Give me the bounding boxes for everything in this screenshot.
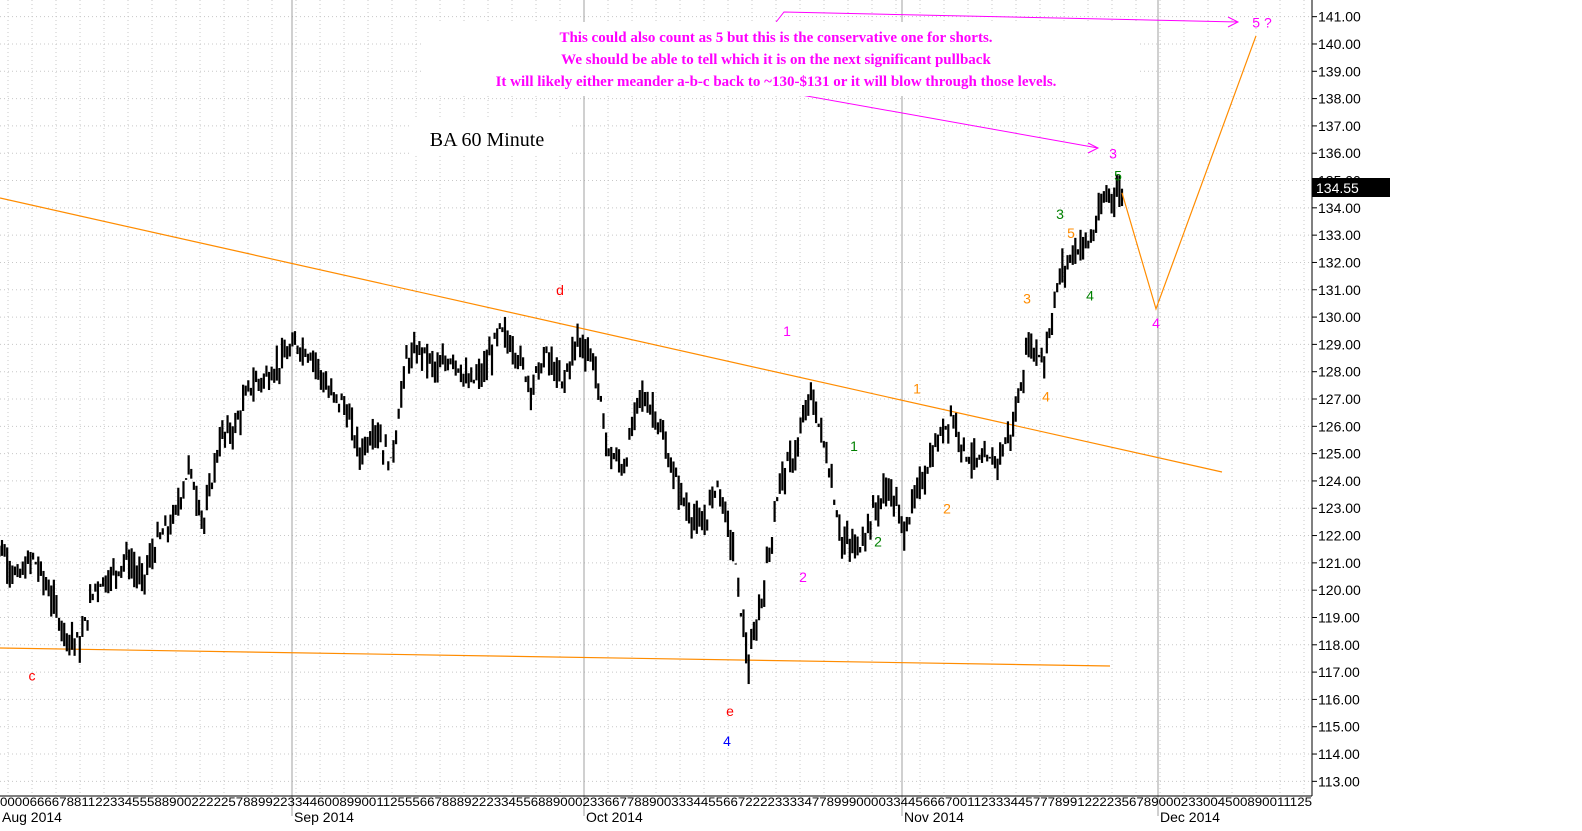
title-box <box>410 120 570 156</box>
y-tick-label: 136.00 <box>1318 145 1361 161</box>
month-label: Aug 2014 <box>2 809 62 825</box>
y-tick-label: 118.00 <box>1318 637 1360 653</box>
wave-label: 3 <box>1109 146 1117 162</box>
note-line-3: It will likely either meander a-b-c back… <box>496 74 1057 90</box>
y-tick-label: 141.00 <box>1318 9 1361 25</box>
arrow-head-wave-5 <box>1227 16 1240 28</box>
trendline-layer <box>0 197 1223 667</box>
x-axis-months: Aug 2014 Sep 2014 Oct 2014 Nov 2014 Dec 2014 <box>2 809 1220 825</box>
month-label: Dec 2014 <box>1160 809 1220 825</box>
y-tick-label: 121.00 <box>1318 555 1361 571</box>
wave-label: 4 <box>723 733 731 749</box>
wave-label: 2 <box>799 569 807 585</box>
wave-label: 1 <box>850 438 858 454</box>
y-tick-label: 120.00 <box>1318 582 1361 598</box>
y-tick-label: 128.00 <box>1318 364 1361 380</box>
projection-layer <box>1121 35 1257 311</box>
y-tick-label: 137.00 <box>1318 118 1361 134</box>
chart-title: BA 60 Minute <box>430 129 545 151</box>
lower-trendline <box>0 647 1111 667</box>
y-tick-label: 140.00 <box>1318 36 1361 52</box>
note-line-2: We should be able to tell which it is on… <box>561 52 991 68</box>
y-tick-label: 127.00 <box>1318 391 1361 407</box>
y-tick-label: 114.00 <box>1318 746 1360 762</box>
note-line-1: This could also count as 5 but this is t… <box>559 30 992 46</box>
y-tick-label: 131.00 <box>1318 282 1361 298</box>
y-tick-label: 122.00 <box>1318 528 1361 544</box>
x-axis-day-ticks: 0000666678811223345558890022222578899223… <box>0 795 1312 809</box>
y-tick-label: 123.00 <box>1318 500 1361 516</box>
month-label: Nov 2014 <box>904 809 964 825</box>
wave-label: 2 <box>874 533 882 549</box>
note-box <box>422 22 1140 96</box>
y-axis: 141.00140.00139.00138.00137.00136.00135.… <box>1312 9 1361 789</box>
y-tick-label: 113.00 <box>1318 773 1360 789</box>
y-tick-label: 133.00 <box>1318 227 1361 243</box>
wave-label: e <box>726 703 734 719</box>
wave-label: 4 <box>1042 389 1050 405</box>
wave-label: 2 <box>943 501 951 517</box>
y-tick-label: 117.00 <box>1318 664 1360 680</box>
last-price-text: 134.55 <box>1316 180 1359 196</box>
wave-label: 1 <box>913 381 921 397</box>
upper-trendline <box>0 197 1223 473</box>
grid-layer <box>0 0 1312 796</box>
wave-label: 5 <box>1067 225 1075 241</box>
wave-label: 4 <box>1086 288 1094 304</box>
projected-path <box>1121 35 1257 311</box>
wave-label: c <box>29 667 36 683</box>
month-divider-lines <box>291 0 1159 816</box>
y-tick-label: 116.00 <box>1318 691 1360 707</box>
month-label: Sep 2014 <box>294 809 354 825</box>
y-tick-label: 129.00 <box>1318 336 1361 352</box>
wave-label: 4 <box>1152 315 1160 331</box>
wave-label: d <box>556 282 564 298</box>
y-tick-label: 125.00 <box>1318 446 1361 462</box>
y-tick-label: 115.00 <box>1318 719 1360 735</box>
arrow-head-wave-3 <box>1087 142 1100 154</box>
y-tick-label: 132.00 <box>1318 254 1361 270</box>
wave-label: 1 <box>783 323 791 339</box>
wave-label: 3 <box>1056 206 1064 222</box>
price-bars <box>0 175 1124 685</box>
month-label: Oct 2014 <box>586 809 643 825</box>
wave-label: 5 ? <box>1252 15 1272 31</box>
wave-label: 3 <box>1023 290 1031 306</box>
wave-label: 5 <box>1114 168 1122 184</box>
y-tick-label: 139.00 <box>1318 63 1361 79</box>
y-tick-label: 119.00 <box>1318 609 1360 625</box>
last-price-tag <box>1312 178 1390 197</box>
y-tick-label: 130.00 <box>1318 309 1361 325</box>
y-tick-label: 124.00 <box>1318 473 1361 489</box>
y-tick-label: 126.00 <box>1318 418 1361 434</box>
y-tick-label: 138.00 <box>1318 91 1361 107</box>
y-tick-label: 134.00 <box>1318 200 1361 216</box>
